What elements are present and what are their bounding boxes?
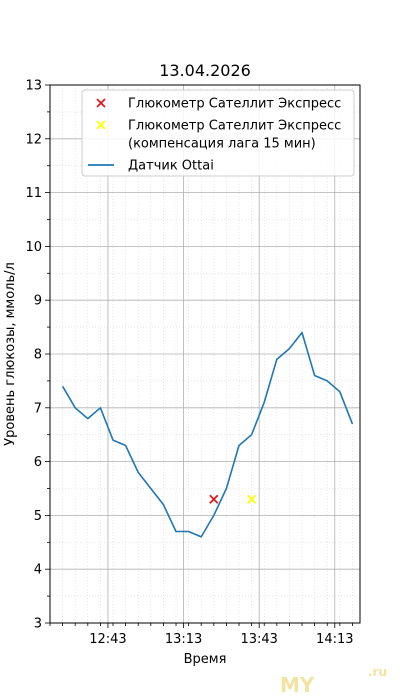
y-axis: 3 4 5 6 7 8 9 10 11 12 13	[25, 79, 50, 632]
legend-box	[81, 89, 355, 177]
data-point	[149, 487, 152, 490]
watermark-suffix: .ru	[368, 665, 387, 679]
y-tick-label: 3	[34, 617, 42, 632]
data-point	[200, 535, 203, 538]
data-point	[137, 471, 140, 474]
y-tick-label: 8	[34, 348, 42, 363]
legend-label: Глюкометр Сателлит Экспресс	[128, 97, 341, 112]
data-point	[301, 331, 304, 334]
marker-stroke	[246, 494, 257, 504]
y-tick-label: 9	[34, 294, 42, 309]
legend-item-2: Глюкометр Сателлит Экспресс (компенсация …	[96, 119, 341, 152]
marker-stroke	[209, 494, 219, 504]
watermark-logo: MY	[280, 673, 315, 697]
legend-label: Датчик Ottai	[128, 159, 214, 174]
data-point	[338, 390, 341, 393]
y-tick-label: 11	[25, 186, 42, 201]
legend-marker-stroke	[96, 120, 106, 130]
data-point	[225, 487, 228, 490]
chart-title: 13.04.2026	[159, 61, 251, 80]
data-point	[275, 358, 278, 361]
x-tick-label: 12:43	[89, 632, 126, 647]
data-point	[99, 406, 102, 409]
y-tick-label: 12	[25, 132, 42, 147]
data-point	[124, 444, 127, 447]
y-tick-label: 4	[34, 563, 42, 578]
y-tick-label: 7	[34, 401, 42, 416]
x-tick-label: 13:43	[240, 632, 277, 647]
y-axis-label: Уровень глюкозы, ммоль/л	[3, 262, 18, 446]
x-axis: 12:43 13:13 13:43 14:13	[49, 623, 354, 647]
data-point	[351, 422, 354, 425]
data-point	[162, 503, 165, 506]
series-line-ottai	[61, 331, 354, 538]
plot-series	[61, 331, 354, 538]
data-point	[212, 514, 215, 517]
data-point	[250, 433, 253, 436]
data-point	[74, 406, 77, 409]
data-point	[263, 401, 266, 404]
data-point	[175, 530, 178, 533]
legend-label: Глюкометр Сателлит Экспресс (компенсация …	[128, 119, 341, 152]
y-tick-label: 10	[25, 240, 42, 255]
data-point	[326, 379, 329, 382]
legend-item-1: Глюкометр Сателлит Экспресс	[96, 97, 341, 112]
data-point	[112, 439, 115, 442]
x-tick-label: 13:13	[165, 632, 202, 647]
data-point	[187, 530, 190, 533]
y-tick-label: 13	[25, 79, 42, 94]
y-tick-label: 5	[34, 509, 42, 524]
x-tick-label: 14:13	[316, 632, 353, 647]
legend-marker-stroke	[96, 98, 106, 108]
data-point	[238, 444, 241, 447]
data-point	[288, 347, 291, 350]
data-point	[86, 417, 89, 420]
legend: Глюкометр Сателлит Экспресс Глюкометр Сат…	[81, 89, 355, 177]
legend-item-3: Датчик Ottai	[88, 159, 214, 174]
y-tick-label: 6	[34, 455, 42, 470]
data-point-marker	[246, 494, 257, 504]
data-point-marker	[209, 494, 219, 504]
x-axis-label: Время	[184, 652, 227, 667]
data-point	[61, 385, 64, 388]
data-point	[313, 374, 316, 377]
